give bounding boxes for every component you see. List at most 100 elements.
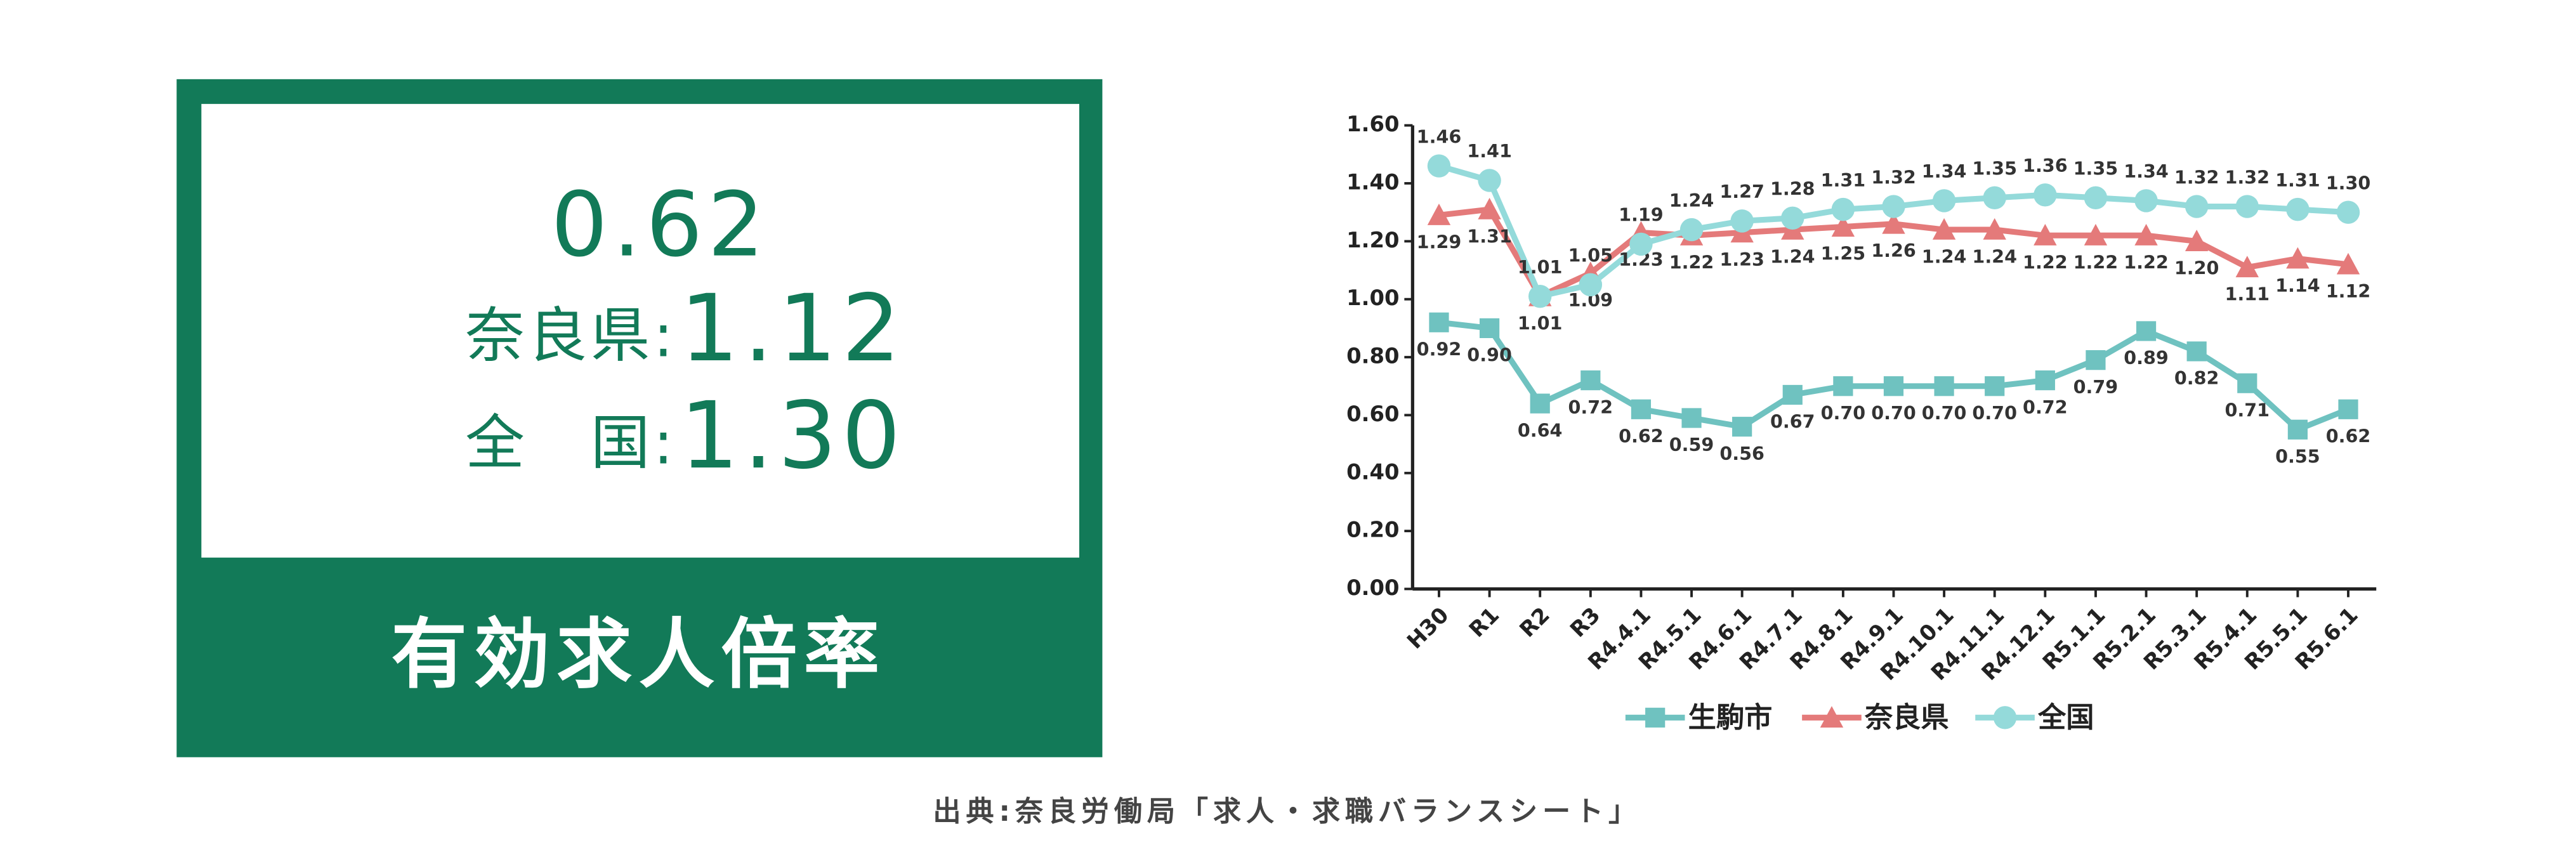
value-label: 0.70 (1821, 402, 1866, 424)
y-tick-label: 1.20 (1346, 228, 1399, 252)
value-label: 0.71 (2224, 399, 2270, 421)
y-tick-label: 0.20 (1346, 518, 1399, 542)
point (1681, 408, 1702, 428)
point (2136, 321, 2157, 341)
value-label: 1.30 (2326, 172, 2371, 193)
point (1732, 417, 1752, 437)
value-label: 1.25 (1821, 243, 1866, 265)
point (1429, 312, 1449, 332)
value-label: 0.59 (1669, 434, 1714, 455)
point (1882, 212, 1905, 234)
point (1479, 318, 1500, 338)
legend-marker (1820, 706, 1844, 728)
point (2286, 247, 2310, 269)
source-note: 出典:奈良労働局「求人・求職バランスシート」 (933, 795, 1641, 828)
point (2134, 224, 2158, 245)
main-value: 0.62 (551, 174, 769, 277)
value-label: 0.92 (1417, 338, 1462, 360)
point (1478, 197, 1501, 219)
value-label: 0.72 (2023, 396, 2068, 418)
point (1934, 376, 1954, 396)
point (1831, 215, 1855, 237)
point (1730, 209, 1754, 233)
panel-inner (201, 103, 1080, 558)
point (2034, 224, 2057, 245)
point (2338, 399, 2358, 419)
point (2086, 350, 2106, 370)
point (1478, 169, 1501, 192)
row-label: 奈良県: (465, 302, 676, 371)
row-label: 全 国: (465, 409, 676, 478)
value-label: 1.26 (1871, 240, 1916, 261)
point (2084, 186, 2108, 210)
point (1528, 284, 1552, 308)
value-label: 1.01 (1518, 312, 1563, 334)
value-label: 1.22 (2124, 251, 2169, 273)
value-label: 1.22 (1669, 251, 1714, 273)
y-tick-label: 0.40 (1346, 459, 1399, 484)
value-label: 0.72 (1568, 396, 1613, 418)
panel-caption: 有効求人倍率 (391, 611, 886, 699)
x-tick-label: R3 (1565, 603, 1605, 643)
value-label: 0.70 (1871, 402, 1916, 424)
legend-label: 全国 (2037, 702, 2094, 734)
value-label: 0.64 (1518, 419, 1563, 441)
point (2134, 189, 2158, 212)
value-label: 1.24 (1972, 245, 2017, 267)
value-label: 1.24 (1669, 190, 1714, 211)
value-label: 1.19 (1619, 204, 1664, 226)
x-tick-label: H30 (1402, 603, 1454, 654)
value-label: 1.32 (2224, 166, 2270, 188)
value-label: 1.14 (2275, 275, 2320, 296)
point (1882, 195, 1905, 218)
row-value: 1.12 (680, 275, 905, 382)
value-label: 0.90 (1467, 344, 1512, 366)
value-label: 1.24 (1922, 245, 1967, 267)
value-label: 1.46 (1417, 126, 1462, 147)
legend-marker (1645, 707, 1666, 728)
legend-label: 生駒市 (1688, 702, 1773, 734)
y-tick-label: 1.00 (1346, 285, 1399, 310)
value-label: 0.70 (1922, 402, 1967, 424)
value-label: 0.56 (1719, 443, 1764, 464)
point (1831, 197, 1855, 221)
y-tick-label: 0.00 (1346, 575, 1399, 600)
point (2035, 370, 2055, 391)
point (1579, 273, 1603, 297)
value-label: 0.67 (1770, 411, 1815, 433)
point (1932, 189, 1956, 212)
point (2237, 373, 2257, 393)
point (1629, 232, 1653, 256)
point (2034, 183, 2057, 207)
value-label: 1.32 (1871, 166, 1916, 188)
value-label: 1.41 (1467, 140, 1512, 162)
point (1427, 154, 1451, 178)
value-label: 1.29 (1417, 231, 1462, 252)
value-label: 0.62 (2326, 425, 2371, 447)
value-label: 0.89 (2124, 347, 2169, 369)
value-label: 1.31 (1467, 225, 1512, 247)
value-label: 1.22 (2073, 251, 2119, 273)
value-label: 1.31 (1821, 169, 1866, 191)
value-label: 0.62 (1619, 425, 1664, 447)
point (2286, 197, 2310, 221)
value-label: 1.28 (1770, 178, 1815, 200)
value-label: 1.24 (1770, 245, 1815, 267)
value-label: 1.31 (2275, 169, 2320, 191)
point (2235, 195, 2259, 218)
value-label: 0.82 (2174, 367, 2219, 389)
legend-label: 奈良県 (1864, 702, 1949, 734)
value-label: 1.22 (2023, 251, 2068, 273)
value-label: 1.01 (1518, 256, 1563, 278)
point (1679, 218, 1704, 242)
point (2287, 419, 2308, 440)
point (2336, 252, 2360, 275)
point (1631, 399, 1652, 419)
point (1427, 204, 1451, 225)
point (1983, 186, 2006, 210)
value-label: 1.36 (2023, 155, 2068, 176)
value-label: 1.23 (1719, 249, 1764, 270)
value-label: 0.79 (2073, 376, 2119, 398)
